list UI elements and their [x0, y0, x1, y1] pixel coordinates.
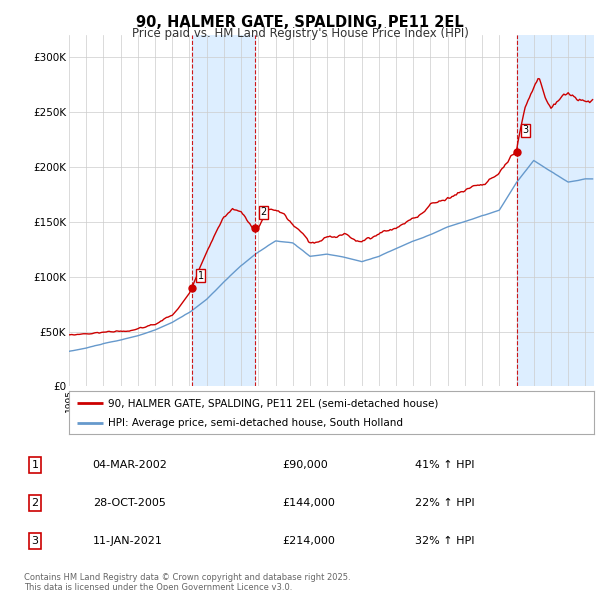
Text: This data is licensed under the Open Government Licence v3.0.: This data is licensed under the Open Gov… [24, 583, 292, 590]
Text: £90,000: £90,000 [283, 460, 328, 470]
Bar [517, 35, 594, 386]
Text: 41% ↑ HPI: 41% ↑ HPI [415, 460, 475, 470]
Text: 1: 1 [32, 460, 38, 470]
Text: 2: 2 [31, 498, 38, 508]
Text: 3: 3 [522, 125, 529, 135]
Text: 90, HALMER GATE, SPALDING, PE11 2EL: 90, HALMER GATE, SPALDING, PE11 2EL [136, 15, 464, 30]
Text: 90, HALMER GATE, SPALDING, PE11 2EL (semi-detached house): 90, HALMER GATE, SPALDING, PE11 2EL (sem… [109, 398, 439, 408]
Text: 22% ↑ HPI: 22% ↑ HPI [415, 498, 475, 508]
Text: £214,000: £214,000 [283, 536, 335, 546]
Text: £144,000: £144,000 [283, 498, 335, 508]
Text: 2: 2 [260, 208, 266, 218]
Text: 11-JAN-2021: 11-JAN-2021 [92, 536, 163, 546]
Text: 28-OCT-2005: 28-OCT-2005 [92, 498, 166, 508]
Text: HPI: Average price, semi-detached house, South Holland: HPI: Average price, semi-detached house,… [109, 418, 403, 428]
Text: 1: 1 [197, 271, 204, 281]
Text: 32% ↑ HPI: 32% ↑ HPI [415, 536, 475, 546]
Bar [193, 35, 255, 386]
Text: Contains HM Land Registry data © Crown copyright and database right 2025.: Contains HM Land Registry data © Crown c… [24, 573, 350, 582]
Text: Price paid vs. HM Land Registry's House Price Index (HPI): Price paid vs. HM Land Registry's House … [131, 27, 469, 40]
Text: 3: 3 [32, 536, 38, 546]
Text: 04-MAR-2002: 04-MAR-2002 [92, 460, 167, 470]
